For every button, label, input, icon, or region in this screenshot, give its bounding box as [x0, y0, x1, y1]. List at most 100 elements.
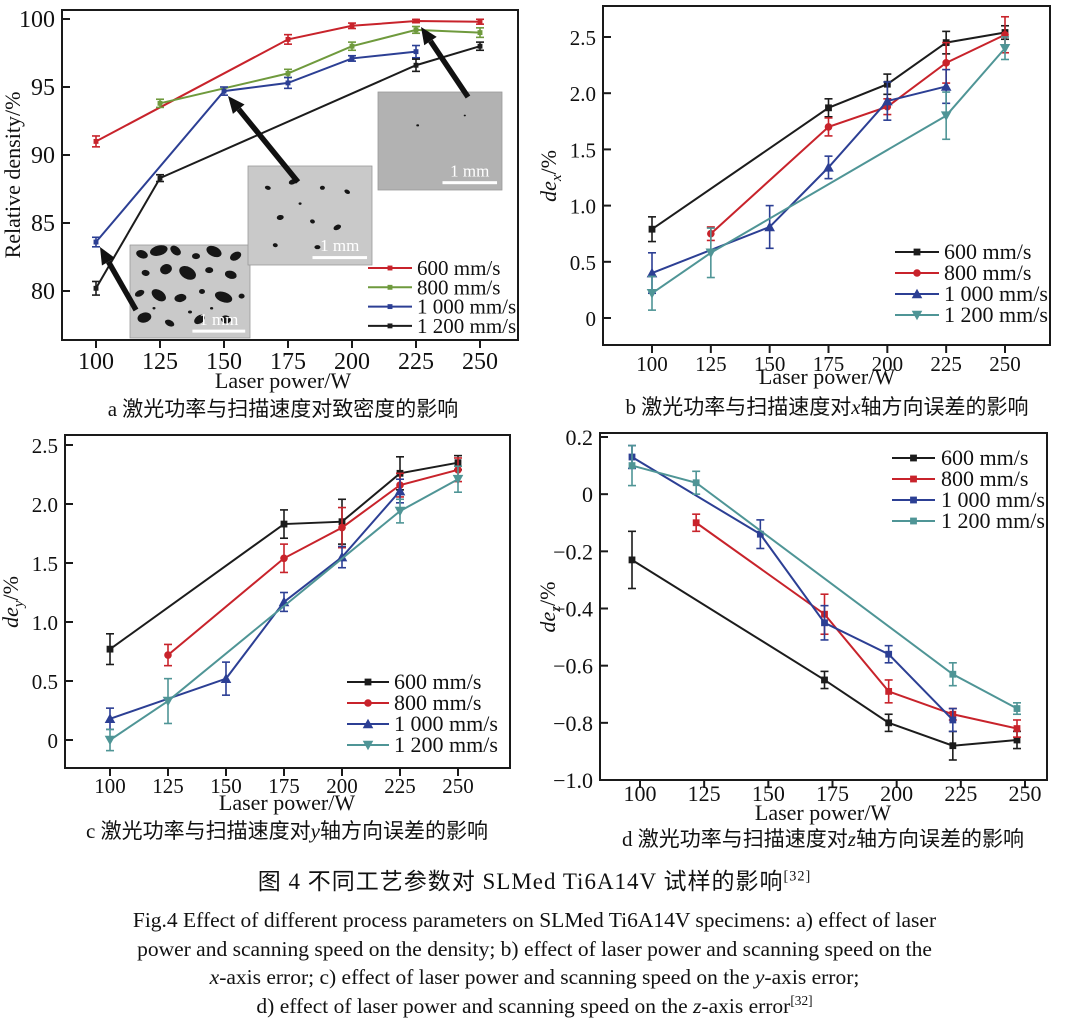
figure-caption: 图 4 不同工艺参数对 SLMed Ti6A14V 试样的影响[32] Fig.… [0, 862, 1069, 1020]
x-tick-label: 150 [206, 349, 242, 375]
data-point-marker [692, 519, 700, 527]
legend-marker [387, 265, 393, 271]
data-point-marker [106, 645, 114, 653]
chart-panel-c: 100 125 150 175 200 225 250 2.5 2.0 1.5 1.0 0.5 0 600… [0, 430, 540, 850]
caption-cn-ref: [32] [783, 868, 812, 885]
data-point-marker [885, 650, 893, 658]
data-point-marker [1013, 725, 1021, 732]
x-tick-label: 100 [94, 774, 126, 798]
y-tick-label: 1.5 [32, 552, 58, 576]
caption-cn-text: 图 4 不同工艺参数对 SLMed Ti6A14V 试样的影响 [257, 869, 784, 894]
data-point-marker [949, 742, 957, 750]
chart-b-canvas: 100 125 150 175 200 225 250 2.5 2.0 1.5 1.0 0.5 0 600… [540, 5, 1051, 419]
caption-en-line4: d) effect of laser power and scanning sp… [0, 992, 1069, 1020]
plot-area [602, 5, 1051, 346]
legend-label: 1 200 mm/s [941, 508, 1045, 533]
data-point-marker [220, 673, 232, 683]
legend-marker [364, 699, 372, 707]
figure-caption-english: Fig.4 Effect of different process parame… [0, 906, 1069, 1020]
data-point-marker [104, 735, 116, 746]
pore [238, 293, 245, 299]
data-point-marker [413, 27, 419, 33]
plot-area [599, 432, 1048, 781]
y-tick-label: 95 [31, 75, 55, 101]
legend-label: 1 200 mm/s [394, 732, 498, 757]
data-point-marker [394, 506, 406, 517]
data-point-marker [280, 520, 288, 528]
series-1200mm/s [92, 41, 484, 296]
caption-en-ref: [32] [790, 992, 813, 1008]
pore [416, 124, 420, 127]
data-point-marker [821, 676, 828, 684]
micrograph-inset-2: 1 mm [247, 165, 373, 266]
panel-caption: c 激光功率与扫描速度对y轴方向误差的影响 [86, 819, 488, 843]
x-tick-label: 150 [754, 352, 786, 376]
data-point-marker [1013, 736, 1021, 744]
data-point-marker [394, 485, 406, 496]
pore [174, 293, 187, 303]
y-tick-label: 0 [48, 729, 59, 753]
micrograph-inset-3: 1 mm [377, 91, 503, 191]
legend-marker [387, 323, 393, 329]
legend-marker [913, 269, 921, 277]
annotation-arrow [421, 27, 471, 99]
data-point-marker [477, 30, 483, 36]
data-point-marker [646, 288, 658, 299]
data-point-marker [882, 95, 893, 106]
pore [150, 245, 168, 256]
y-tick-label: 2.5 [570, 26, 596, 50]
x-tick-label: 150 [210, 774, 242, 798]
legend-label: 1 000 mm/s [394, 711, 498, 736]
legend-label: 800 mm/s [941, 466, 1028, 491]
data-point-marker [885, 719, 893, 727]
y-tick-label: 80 [31, 279, 55, 305]
y-tick-label: 0.2 [566, 430, 594, 450]
data-point-marker [104, 713, 116, 724]
x-axis-label: Laser power/W [755, 800, 891, 825]
x-tick-label: 100 [636, 352, 668, 376]
x-tick-label: 100 [78, 349, 114, 375]
x-tick-label: 175 [270, 349, 306, 375]
data-point-marker [477, 43, 483, 49]
caption-en-line1: Fig.4 Effect of different process parame… [132, 908, 937, 932]
data-point-marker [162, 696, 174, 707]
legend-marker [910, 496, 917, 504]
y-tick-label: 100 [19, 7, 55, 33]
y-tick-label: −1.0 [553, 768, 593, 793]
x-tick-label: 250 [1009, 781, 1042, 806]
pore [141, 269, 150, 276]
series-1200mm/s [628, 444, 1021, 716]
scale-bar-label: 1 mm [199, 310, 238, 329]
micrograph-inset-1: 1 mm [129, 244, 251, 339]
series-1200mm/s [646, 36, 1011, 311]
legend-marker [913, 248, 921, 256]
chart-a-canvas: 100 125 150 175 200 225 250 100 95 90 85 80 1 mm 1 mm… [0, 7, 519, 421]
data-point-marker [628, 462, 636, 469]
pore [152, 307, 156, 310]
legend-label: 1 200 mm/s [944, 302, 1048, 327]
pore [310, 219, 315, 224]
legend-label: 600 mm/s [417, 256, 500, 280]
micrograph-image [247, 165, 373, 266]
pore [314, 245, 321, 250]
chart-d-canvas: 100 125 150 175 200 225 250 0.2 0 −0.2 −0.4 −0.6 −0.… [540, 430, 1048, 850]
caption-italic-x: x [209, 965, 220, 989]
data-point-marker [338, 523, 346, 532]
scale-bar-label: 1 mm [450, 161, 489, 180]
legend-label: 1 000 mm/s [941, 487, 1045, 512]
y-axis-label: dey/% [0, 576, 27, 628]
pore [344, 189, 350, 195]
scale-bar [442, 181, 498, 185]
x-tick-label: 225 [384, 774, 416, 798]
x-tick-label: 175 [813, 352, 845, 376]
pore [205, 267, 214, 274]
y-tick-label: −0.6 [553, 654, 593, 679]
x-tick-label: 150 [752, 781, 785, 806]
pore [199, 289, 205, 294]
pore [333, 224, 342, 231]
data-point-marker [692, 479, 700, 487]
data-point-marker [648, 225, 656, 233]
x-tick-label: 100 [624, 781, 657, 806]
